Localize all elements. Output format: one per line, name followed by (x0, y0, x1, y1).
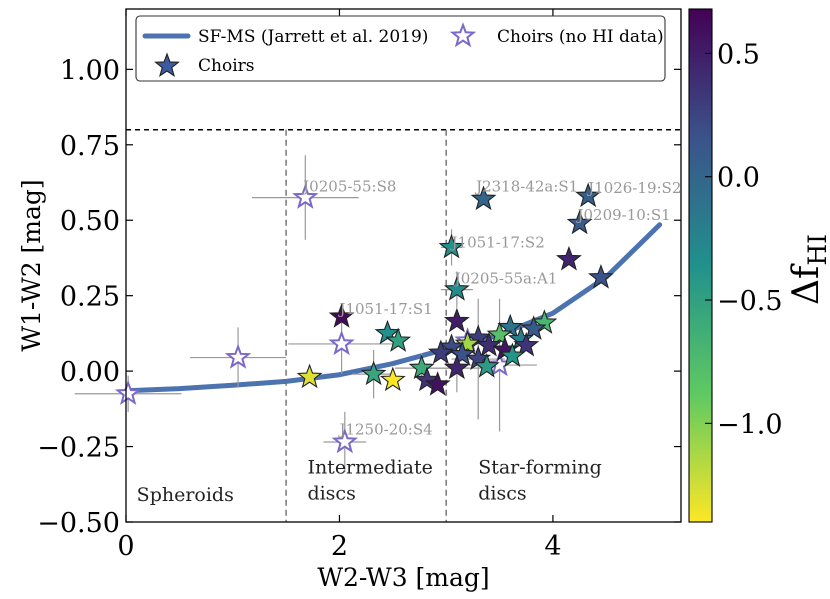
x-axis-label: W2-W3 [mag] (317, 563, 489, 592)
plot-frame (125, 8, 682, 523)
point-nohi-2 (328, 330, 355, 356)
y-tick-label-5: 0.75 (60, 131, 120, 162)
point-nohi-1 (224, 343, 252, 369)
legend-star-filled (154, 52, 180, 77)
region-label-spheroids-0: Spheroids (137, 484, 234, 506)
y-axis-label: W1-W2 [mag] (17, 179, 46, 351)
point-choir-33 (427, 339, 454, 365)
sf-ms-curve (123, 222, 663, 394)
point-choir-31 (414, 366, 440, 392)
region-lines (126, 128, 681, 522)
point-nohi-4 (331, 428, 358, 454)
point-choir-12 (520, 315, 547, 340)
point-choir-23 (499, 342, 526, 368)
y-tick-label-2: 0.00 (60, 357, 120, 388)
point-choir-0 (470, 185, 497, 211)
point-choir-10 (385, 327, 412, 352)
point-choir-28 (360, 360, 387, 386)
x-tick-label-0: 0 (117, 531, 134, 562)
point-choir-1 (575, 182, 602, 208)
points-group (114, 182, 614, 454)
point-choir-22 (449, 340, 476, 366)
y-tick-label-3: 0.25 (60, 282, 120, 313)
annotation-2: J1026-19:S2 (586, 179, 681, 197)
point-choir-17 (454, 330, 481, 355)
point-nohi-0 (292, 183, 319, 209)
y-tick-label-0: −0.50 (37, 508, 120, 539)
y-tick-label-4: 0.50 (60, 206, 120, 237)
annotation-3: J0209-10:S1 (575, 206, 670, 224)
x-tick-label-2: 4 (544, 531, 561, 562)
point-choir-32 (424, 371, 451, 396)
colorbar-fill (688, 8, 713, 523)
legend: SF-MS (Jarrett et al. 2019) Choirs Choirs … (135, 15, 666, 82)
annotation-6: J1051-17:S1 (337, 300, 432, 318)
annotation-5: J0205-55a:A1 (453, 270, 558, 288)
region-label-intermediate-1: discs (307, 483, 355, 505)
colorbar: 0.5 0.0 −0.5 −1.0 ΔfHI (688, 8, 830, 523)
point-choir-11 (531, 309, 558, 334)
x-tick-label-1: 2 (331, 531, 348, 562)
point-choir-7 (328, 303, 355, 328)
region-label-group: Spheroids Intermediate discs Star-forming di… (137, 457, 602, 506)
legend-box (135, 15, 666, 82)
point-choir-2 (566, 209, 593, 235)
point-choir-25 (443, 354, 470, 380)
y-tick-label-1: −0.25 (37, 433, 120, 464)
legend-label-choirs: Choirs (198, 56, 254, 76)
point-choir-18 (475, 331, 502, 357)
annotation-7: J1250-20:S4 (337, 420, 432, 438)
point-choir-6 (443, 276, 470, 301)
point-choir-8 (443, 307, 470, 333)
annotation-0: J0205-55:S8 (301, 178, 396, 196)
point-choir-3 (438, 233, 465, 259)
region-label-starforming-0: Star-forming (478, 457, 602, 479)
point-choir-14 (486, 321, 513, 346)
colorbar-tick-label-3: −1.0 (717, 409, 783, 440)
colorbar-label: ΔfHI (786, 234, 830, 305)
point-choir-30 (408, 354, 435, 380)
point-choir-27 (296, 363, 323, 389)
point-choir-19 (513, 331, 540, 357)
point-nohi-3 (114, 379, 142, 405)
colorbar-tick-label-2: −0.5 (717, 286, 783, 317)
region-label-intermediate-0: Intermediate (307, 457, 432, 479)
sf-ms-curve-group (123, 222, 663, 394)
legend-label-sfms: SF-MS (Jarrett et al. 2019) (198, 27, 428, 47)
point-choir-4 (556, 245, 582, 271)
colorbar-tick-label-1: 0.0 (717, 163, 760, 194)
point-choir-26 (473, 353, 500, 378)
y-tick-label-6: 1.00 (60, 55, 120, 86)
region-label-starforming-1: discs (478, 483, 526, 505)
colorbar-tick-label-0: 0.5 (717, 39, 760, 70)
annotation-4: J1051-17:S2 (450, 233, 545, 251)
axis-ticks: 0 2 4 −0.50 −0.25 0.00 0.25 0.50 0.75 1.00 (37, 9, 681, 562)
legend-star-open (449, 22, 477, 48)
point-choir-29 (379, 366, 406, 392)
colorbar-label-sub: HI (803, 234, 830, 266)
annotation-group: J0205-55:S8 J2318-42a:S1 J1026-19:S2 J0209-… (301, 178, 681, 439)
annotation-1: J2318-42a:S1 (474, 178, 578, 196)
point-choir-5 (588, 263, 614, 289)
legend-label-nohi: Choirs (no HI data) (497, 27, 664, 47)
